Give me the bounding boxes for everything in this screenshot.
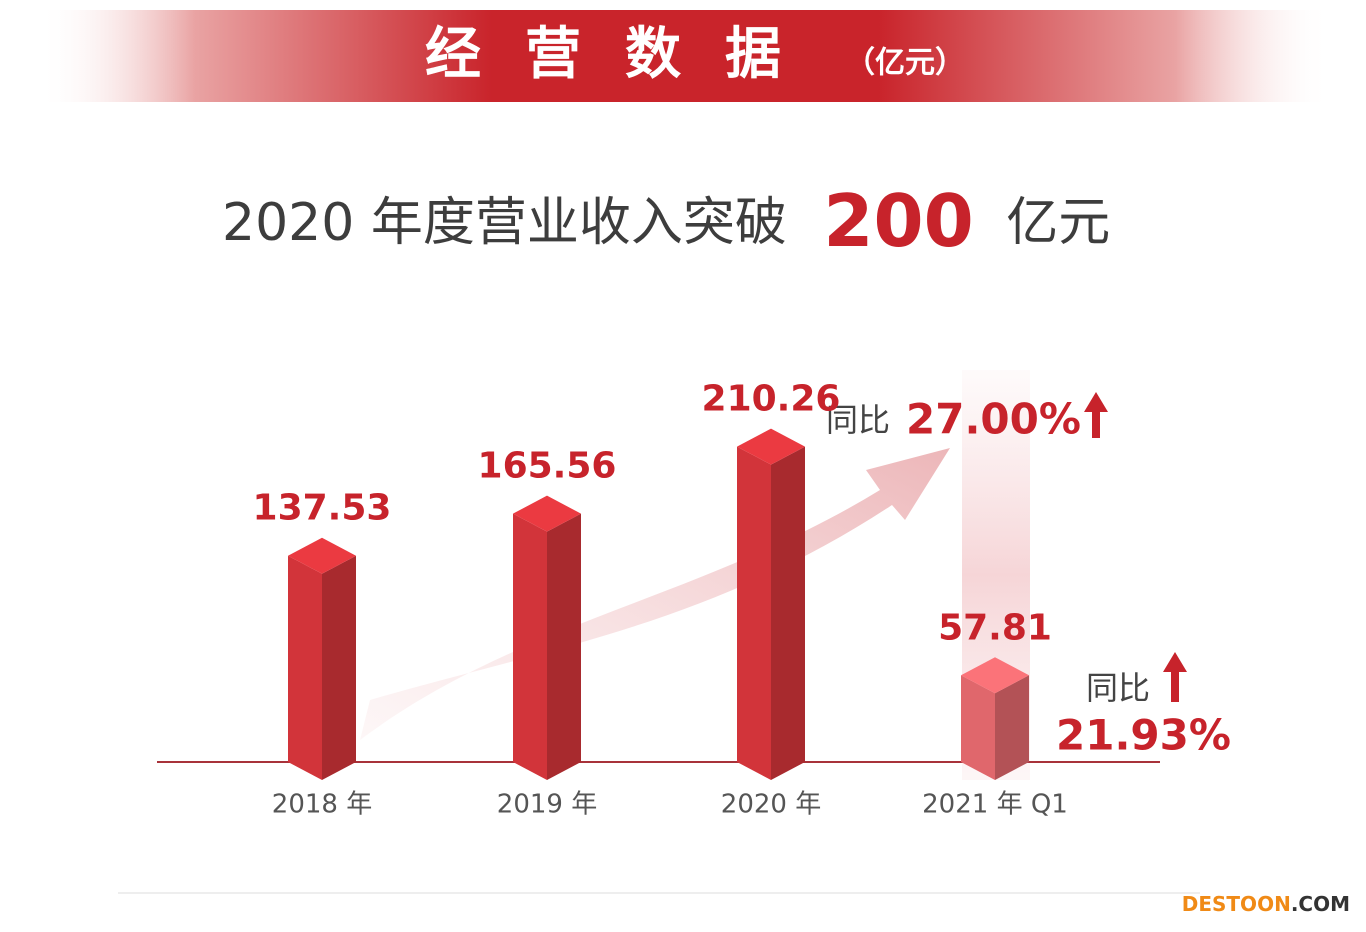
- banner-unit: （亿元）: [845, 46, 965, 81]
- headline-after: 亿元: [1006, 193, 1110, 253]
- bar-left-face: [288, 555, 322, 780]
- value-label: 57.81: [938, 607, 1052, 648]
- bar: [961, 657, 1029, 780]
- bar-top-face: [288, 537, 356, 574]
- bar-left-face: [961, 675, 995, 780]
- value-label: 165.56: [478, 446, 617, 487]
- x-tick-label: 2019 年: [497, 790, 597, 820]
- bar-right-face: [322, 555, 356, 780]
- bar-top-face: [513, 495, 581, 532]
- annotation-value: 21.93%: [1056, 711, 1231, 760]
- growth-arrow: [360, 448, 950, 740]
- watermark: DESTOON.COM: [1182, 892, 1350, 916]
- bar: [513, 495, 581, 780]
- up-arrow: [1163, 652, 1187, 702]
- bar: [737, 428, 805, 780]
- value-label: 210.26: [702, 379, 841, 420]
- up-arrow: [1084, 392, 1108, 438]
- bar-right-face: [995, 675, 1029, 780]
- bar-right-face: [547, 513, 581, 780]
- watermark-brand: DESTOON: [1182, 892, 1291, 916]
- headline-before: 2020 年度营业收入突破: [222, 193, 787, 253]
- bar-top-face: [961, 657, 1029, 694]
- bar-left-face: [737, 446, 771, 780]
- bar-left-face: [513, 513, 547, 780]
- x-tick-label: 2021 年 Q1: [922, 790, 1068, 820]
- annotation-label: 同比: [826, 401, 890, 439]
- x-tick-label: 2020 年: [721, 790, 821, 820]
- x-tick-label: 2018 年: [272, 790, 372, 820]
- bars: [288, 428, 1029, 780]
- annotation-value: 27.00%: [906, 395, 1081, 444]
- bar-top-face: [737, 428, 805, 465]
- annotation-label: 同比: [1086, 669, 1150, 707]
- bar: [288, 537, 356, 780]
- headline: 2020 年度营业收入突破 200 亿元: [222, 179, 1110, 263]
- banner-title: 经营数据: [425, 22, 825, 87]
- banner-band: [40, 10, 1330, 102]
- headline-highlight: 200: [823, 179, 973, 263]
- value-label: 137.53: [253, 488, 392, 529]
- bar-right-face: [771, 446, 805, 780]
- watermark-suffix: .COM: [1291, 892, 1350, 916]
